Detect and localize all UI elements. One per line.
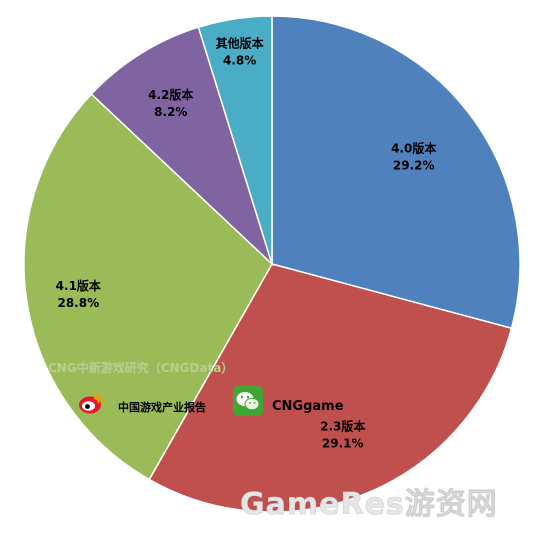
- slices-layer: [23, 15, 521, 513]
- wechat-icon: [233, 386, 263, 416]
- slice-value-label-3: 8.2%: [154, 105, 187, 119]
- wechat-account-text: CNGgame: [272, 399, 344, 414]
- slice-label-1: 2.3版本: [320, 418, 365, 433]
- slice-label-0: 4.0版本: [391, 140, 436, 155]
- slice-value-label-2: 28.8%: [57, 296, 99, 310]
- slice-label-3: 4.2版本: [148, 87, 193, 102]
- weibo-icon: [79, 394, 103, 414]
- cng-source-watermark: CNG中新游戏研究（CNGData）: [48, 360, 233, 375]
- slice-value-label-0: 29.2%: [393, 158, 435, 172]
- slice-value-label-4: 4.8%: [223, 54, 256, 68]
- site-watermark: GameRes游资网: [240, 487, 498, 522]
- slice-label-4: 其他版本: [216, 36, 264, 51]
- pie-slice-3: [90, 26, 274, 267]
- slice-label-2: 4.1版本: [56, 278, 101, 293]
- pie-slice-1: [148, 263, 513, 513]
- pie-slice-2: [23, 93, 273, 481]
- weibo-account-text: 中国游戏产业报告: [118, 400, 206, 414]
- labels-layer: 4.0版本 29.2% 2.3版本 29.1% 4.1版本 28.8% 4.2版本 8.2% 其…: [56, 36, 437, 451]
- pie-slice-0: [271, 15, 521, 330]
- slice-value-label-1: 29.1%: [322, 436, 364, 450]
- pie-slice-4: [197, 15, 273, 265]
